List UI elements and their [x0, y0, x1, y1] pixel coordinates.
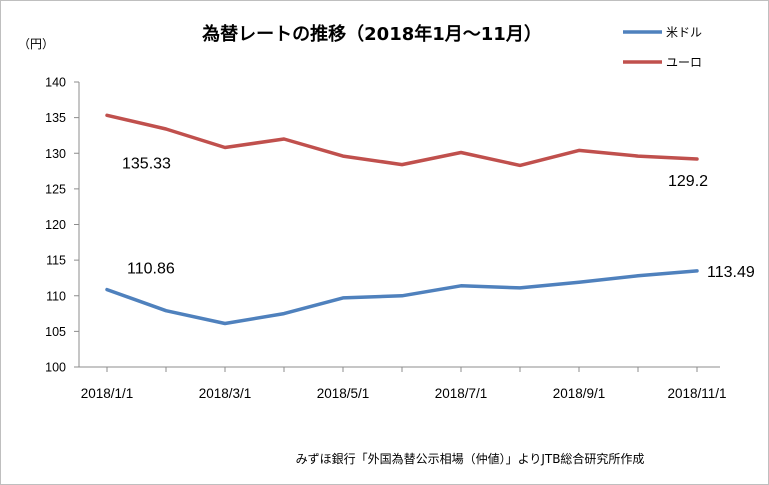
chart-title: 為替レートの推移（2018年1月～11月） [202, 23, 542, 45]
y-tick-label: 105 [45, 325, 66, 339]
x-tick-label: 2018/7/1 [435, 386, 488, 401]
data-label: 113.49 [707, 264, 755, 281]
y-tick-label: 135 [45, 111, 66, 125]
y-tick-label: 130 [45, 147, 66, 161]
axes [78, 82, 720, 368]
x-tick-label: 2018/1/1 [81, 386, 134, 401]
y-tick-label: 115 [46, 254, 66, 268]
data-labels: 110.86 113.49 135.33 129.2 [122, 155, 755, 281]
y-axis-unit-label: （円） [18, 37, 54, 51]
source-note: みずほ銀行「外国為替公示相場（仲値）」よりJTB総合研究所作成 [296, 451, 645, 466]
y-tick-label: 125 [45, 182, 66, 196]
y-tick-label: 100 [45, 361, 66, 375]
legend-label: 米ドル [666, 26, 702, 40]
y-tick-label: 120 [45, 218, 66, 232]
y-axis-ticks: 100 105 110 115 120 125 130 135 140 [45, 76, 79, 375]
x-tick-label: 2018/3/1 [199, 386, 252, 401]
legend-label: ユーロ [666, 56, 702, 70]
x-axis-ticks: 2018/1/1 2018/3/1 2018/5/1 2018/7/1 2018/9/1… [81, 367, 727, 401]
x-tick-label: 2018/9/1 [553, 386, 606, 401]
series-line-usd [105, 269, 699, 326]
data-label: 110.86 [127, 261, 175, 278]
y-tick-label: 140 [45, 76, 66, 90]
y-tick-label: 110 [46, 289, 66, 303]
data-label: 135.33 [122, 155, 171, 172]
series-line-eur [105, 113, 699, 168]
x-tick-label: 2018/11/1 [667, 386, 726, 401]
series-lines [105, 113, 699, 326]
data-label: 129.2 [668, 173, 708, 190]
x-tick-label: 2018/5/1 [317, 386, 370, 401]
